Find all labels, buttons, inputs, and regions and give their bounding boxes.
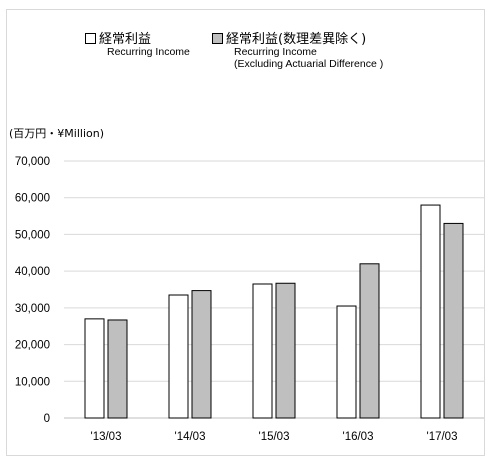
y-tick-label: 30,000 [15, 303, 50, 315]
legend-label-en-2b: (Excluding Actuarial Difference ) [234, 58, 384, 70]
bar-recurring-income-excl [275, 282, 296, 419]
x-tick-label: '17/03 [427, 431, 458, 443]
y-tick-label: 10,000 [15, 376, 50, 388]
legend-label-jp-1: 経常利益 [99, 32, 152, 47]
x-tick-label: '13/03 [91, 431, 122, 443]
bar-recurring-income [84, 318, 105, 419]
legend-item-recurring-income-excl: 経常利益(数理差異除く) [212, 28, 366, 47]
legend-label-en-2a: Recurring Income [234, 46, 317, 58]
y-tick-label: 0 [44, 413, 50, 425]
bar-recurring-income [168, 294, 189, 419]
legend-swatch-gray [212, 33, 223, 44]
x-tick-label: '15/03 [259, 431, 290, 443]
bar-recurring-income-excl [359, 263, 380, 419]
bar-recurring-income [420, 204, 441, 419]
y-tick-label: 60,000 [15, 193, 50, 205]
bar-recurring-income [336, 305, 357, 419]
bar-recurring-income-excl [443, 222, 464, 419]
y-tick-label: 20,000 [15, 340, 50, 352]
y-tick-label: 40,000 [15, 266, 50, 278]
legend-label-jp-2: 経常利益(数理差異除く) [226, 32, 367, 47]
bar-recurring-income-excl [107, 319, 128, 419]
y-tick-label: 50,000 [15, 229, 50, 241]
x-tick-label: '16/03 [343, 431, 374, 443]
y-tick-label: 70,000 [15, 156, 50, 168]
bar-recurring-income [252, 283, 273, 419]
legend-item-recurring-income: 経常利益 [85, 28, 151, 47]
legend-swatch-white [85, 33, 96, 44]
legend-label-en-1: Recurring Income [107, 46, 190, 58]
unit-label: (百万円・¥Million) [9, 127, 104, 140]
bar-recurring-income-excl [191, 290, 212, 419]
x-tick-label: '14/03 [175, 431, 206, 443]
